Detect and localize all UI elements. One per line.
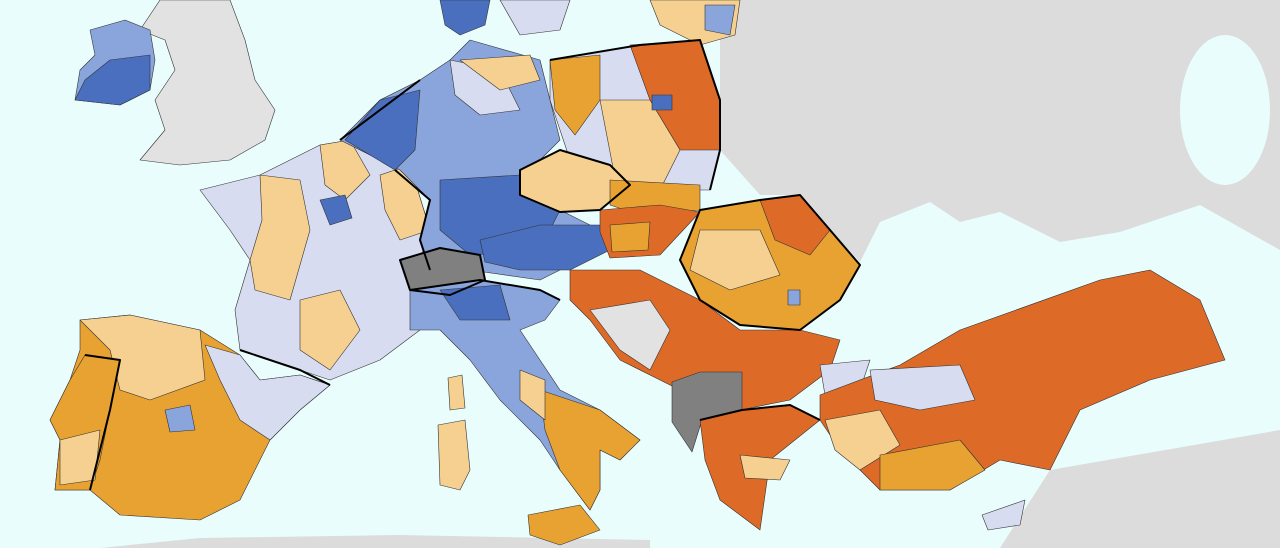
border-alps <box>409 279 561 301</box>
region-spain-north <box>79 314 206 401</box>
region-portugal-south <box>59 429 101 486</box>
region-sardinia <box>437 419 471 491</box>
region-poland-west <box>549 54 601 136</box>
region-turkey-mediterranean <box>879 439 986 491</box>
region-madrid <box>164 404 196 433</box>
region-italy-centre <box>519 369 546 421</box>
border-romania <box>679 194 861 331</box>
region-france-west <box>249 174 311 301</box>
land-east <box>720 0 1280 262</box>
region-poland-south <box>599 99 681 191</box>
region-bosnia <box>589 299 671 371</box>
region-bucharest <box>787 289 801 306</box>
border-poland <box>549 39 721 191</box>
region-germany-northeast <box>459 54 541 91</box>
region-uk <box>139 0 276 166</box>
region-warsaw <box>651 94 673 111</box>
land-south <box>100 535 650 548</box>
land-southeast <box>1000 430 1280 548</box>
border-greece <box>699 404 821 421</box>
border-portugal <box>84 354 121 491</box>
region-sweden <box>499 0 571 36</box>
border-czechia <box>519 149 631 213</box>
border-switzerland <box>399 247 486 296</box>
region-corsica <box>447 374 466 411</box>
region-budapest <box>609 221 651 253</box>
region-italy-south <box>539 389 641 511</box>
region-attica <box>739 454 791 481</box>
region-denmark <box>439 0 491 36</box>
region-lombardy <box>439 284 511 321</box>
border-pyrenees <box>239 349 331 386</box>
region-transylvania <box>689 229 781 291</box>
region-baltic-capital <box>704 4 736 36</box>
region-cyprus <box>981 499 1026 531</box>
region-turkey-marmara <box>869 364 976 411</box>
caspian-sea <box>1180 35 1270 185</box>
region-benelux <box>344 89 421 171</box>
region-austria <box>479 224 611 271</box>
region-paris <box>319 194 353 226</box>
border-west <box>339 79 431 271</box>
region-france-south <box>299 289 361 371</box>
region-ireland-east <box>74 54 151 106</box>
region-catalonia <box>204 344 331 441</box>
region-sicily <box>527 504 601 546</box>
